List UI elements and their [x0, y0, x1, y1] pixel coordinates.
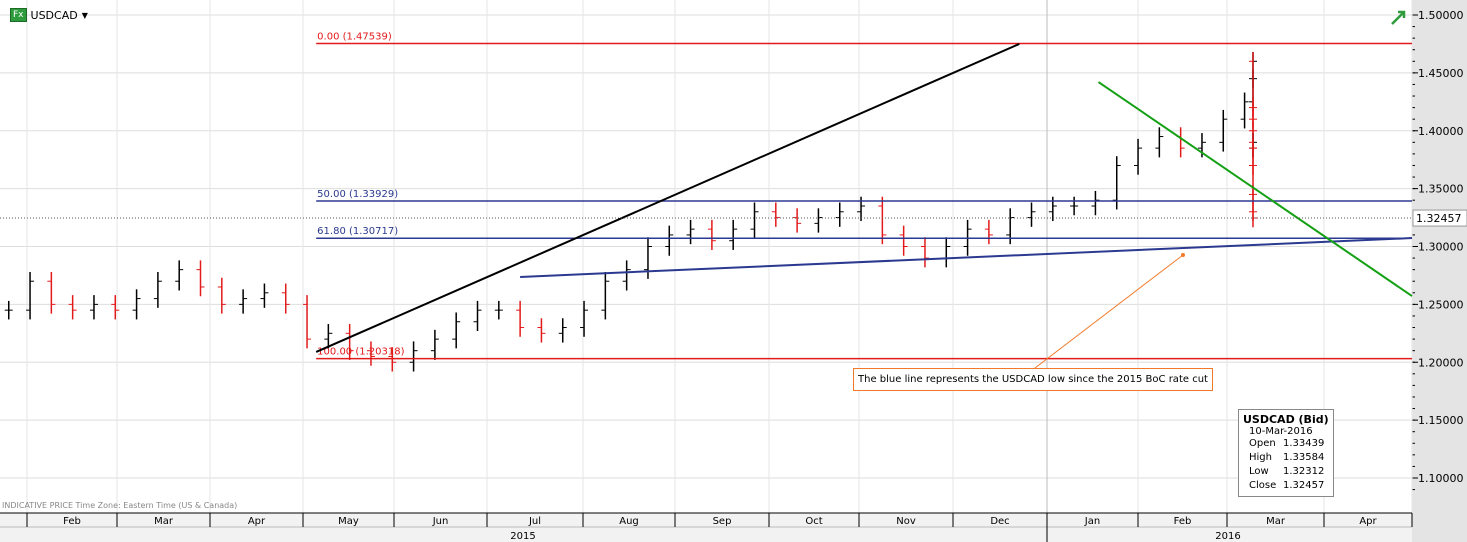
y-tick-label: 1.45000: [1418, 67, 1464, 80]
x-year-label: 2015: [510, 531, 535, 542]
trend-up-icon: [1391, 10, 1406, 25]
x-month-label: Mar: [1266, 516, 1286, 527]
trendline: [315, 43, 1020, 353]
info-row: Close 1.32457: [1243, 479, 1333, 493]
symbol-selector[interactable]: Fx USDCAD ▼: [10, 8, 88, 22]
y-tick-label: 1.40000: [1418, 125, 1464, 138]
x-month-label: Apr: [1359, 516, 1377, 527]
dropdown-icon: ▼: [81, 10, 88, 20]
info-value: 1.32312: [1283, 466, 1325, 477]
x-month-label: Aug: [619, 516, 639, 527]
trendline: [520, 237, 1413, 278]
y-tick-label: 1.25000: [1418, 298, 1464, 311]
x-year-label: 2016: [1215, 531, 1240, 542]
y-tick-label: 1.35000: [1418, 183, 1464, 196]
x-month-label: Oct: [805, 516, 822, 527]
info-label: Close: [1249, 480, 1277, 491]
footer-note: INDICATIVE PRICE Time Zone: Eastern Time…: [2, 501, 238, 510]
x-month-label: Feb: [1174, 516, 1192, 527]
fib-level-label: 50.00 (1.33929): [317, 189, 398, 200]
x-month-label: Jan: [1084, 516, 1100, 527]
last-price-label: 1.32457: [1416, 212, 1462, 225]
axis-background: [1412, 0, 1467, 542]
info-date: 10-Mar-2016: [1249, 426, 1313, 437]
y-tick-label: 1.30000: [1418, 241, 1464, 254]
y-tick-label: 1.50000: [1418, 9, 1464, 22]
x-month-label: Jun: [432, 516, 449, 527]
info-value: 1.33439: [1283, 438, 1325, 449]
info-label: High: [1249, 452, 1272, 463]
info-box: USDCAD (Bid) 10-Mar-2016 Open 1.33439 High…: [1238, 409, 1334, 497]
info-label: Low: [1249, 466, 1269, 477]
info-row: Low 1.32312: [1243, 465, 1333, 479]
y-tick-label: 1.15000: [1418, 414, 1464, 427]
y-tick-label: 1.20000: [1418, 356, 1464, 369]
annotation-pointer-dot: [1181, 253, 1185, 257]
fib-level-label: 0.00 (1.47539): [317, 31, 392, 42]
fib-level-label: 100.00 (1.20318): [317, 347, 404, 358]
fib-level-label: 61.80 (1.30717): [317, 226, 398, 237]
symbol-label: USDCAD: [30, 8, 78, 22]
info-label: Open: [1249, 438, 1276, 449]
info-title: USDCAD (Bid): [1243, 413, 1329, 426]
last-price-marker: [1412, 209, 1467, 227]
annotation-pointer: [1034, 254, 1184, 369]
fx-icon: Fx: [10, 8, 27, 22]
info-row: Open 1.33439: [1243, 437, 1333, 451]
x-month-label: Sep: [713, 516, 732, 527]
x-month-label: May: [338, 516, 359, 527]
x-month-label: Feb: [63, 516, 81, 527]
trendline: [1097, 81, 1413, 297]
x-month-label: Nov: [896, 516, 916, 527]
x-month-label: Mar: [154, 516, 174, 527]
info-value: 1.32457: [1283, 480, 1325, 491]
info-row: High 1.33584: [1243, 451, 1333, 465]
info-value: 1.33584: [1283, 452, 1325, 463]
x-month-label: Dec: [990, 516, 1009, 527]
x-month-label: Jul: [528, 516, 541, 527]
x-month-label: Apr: [248, 516, 266, 527]
y-tick-label: 1.10000: [1418, 472, 1464, 485]
annotation-box[interactable]: The blue line represents the USDCAD low …: [853, 368, 1213, 391]
